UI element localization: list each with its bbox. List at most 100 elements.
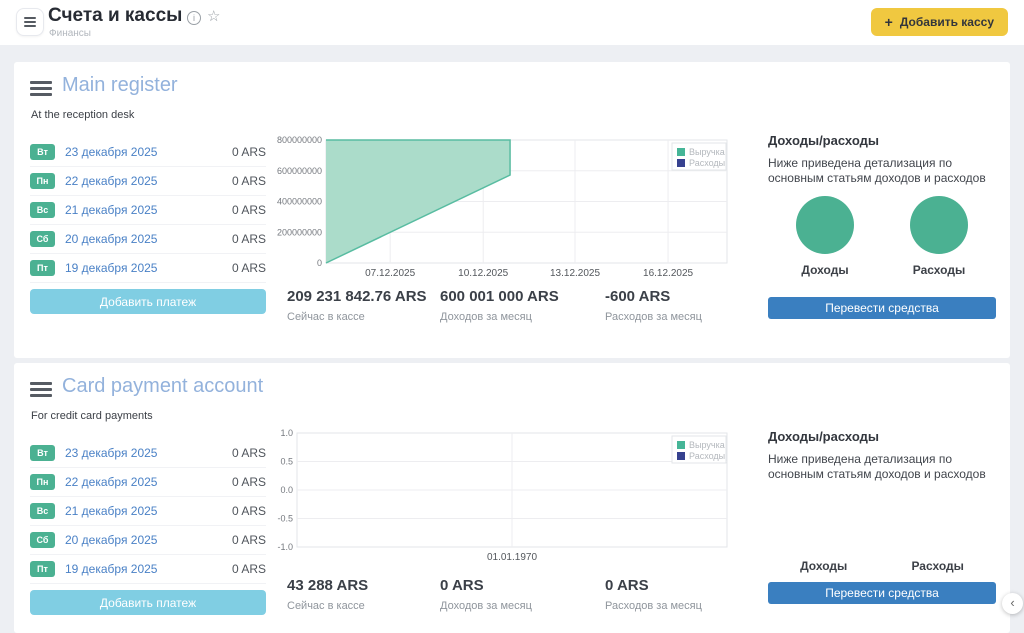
svg-text:0: 0: [317, 258, 322, 268]
star-favorite-icon[interactable]: ☆: [207, 8, 221, 25]
expense-pie-label: Расходы: [911, 559, 964, 573]
income-expense-panel: Доходы/расходы Ниже приведена детализаци…: [768, 133, 996, 319]
day-amount: 0 ARS: [231, 446, 266, 460]
pie-charts: Доходы Расходы: [768, 492, 996, 573]
add-cash-register-button[interactable]: + Добавить кассу: [870, 8, 1008, 36]
day-amount: 0 ARS: [231, 174, 266, 188]
weekday-badge: Пт: [30, 260, 55, 276]
hamburger-menu-button[interactable]: [16, 8, 44, 36]
stat-value: 600 001 000 ARS: [440, 288, 559, 305]
stat-label: Расходов за месяц: [605, 311, 702, 323]
account-title[interactable]: Main register: [62, 74, 178, 96]
day-row: Сб 20 декабря 2025 0 ARS: [30, 526, 266, 555]
day-date-link[interactable]: 20 декабря 2025: [65, 232, 158, 246]
day-date-link[interactable]: 20 декабря 2025: [65, 533, 158, 547]
expense-pie-circle: [910, 196, 968, 254]
svg-text:16.12.2025: 16.12.2025: [643, 268, 693, 279]
income-expense-panel: Доходы/расходы Ниже приведена детализаци…: [768, 429, 996, 604]
stat-label: Доходов за месяц: [440, 311, 532, 323]
day-amount: 0 ARS: [231, 475, 266, 489]
day-date-link[interactable]: 21 декабря 2025: [65, 504, 158, 518]
stat-label: Сейчас в кассе: [287, 311, 365, 323]
stat-label: Сейчас в кассе: [287, 600, 365, 612]
day-row: Вт 23 декабря 2025 0 ARS: [30, 138, 266, 167]
day-date-link[interactable]: 19 декабря 2025: [65, 562, 158, 576]
card-menu-icon[interactable]: [30, 382, 52, 397]
svg-text:-1.0: -1.0: [277, 542, 293, 552]
day-row: Пн 22 декабря 2025 0 ARS: [30, 167, 266, 196]
card-menu-icon[interactable]: [30, 81, 52, 96]
add-cash-register-label: Добавить кассу: [899, 15, 994, 29]
weekday-badge: Вт: [30, 144, 55, 160]
revenue-expenses-area-chart: -1.0 -0.5 0.0 0.5 1.0 01.01.1970 ВыручкаРасход…: [277, 428, 728, 563]
income-pie-circle: [796, 196, 854, 254]
day-row: Пт 19 декабря 2025 0 ARS: [30, 555, 266, 584]
svg-text:Расходы: Расходы: [689, 158, 725, 168]
day-row: Пт 19 декабря 2025 0 ARS: [30, 254, 266, 283]
day-list: Вт 23 декабря 2025 0 ARS Пн 22 декабря 2…: [30, 439, 266, 584]
plus-icon: +: [884, 14, 893, 30]
day-amount: 0 ARS: [231, 504, 266, 518]
day-list: Вт 23 декабря 2025 0 ARS Пн 22 декабря 2…: [30, 138, 266, 283]
svg-text:800000000: 800000000: [277, 135, 322, 145]
account-stats: 209 231 842.76 ARS Сейчас в кассе 600 00…: [287, 288, 702, 323]
day-amount: 0 ARS: [231, 203, 266, 217]
day-row: Пн 22 декабря 2025 0 ARS: [30, 468, 266, 497]
account-title[interactable]: Card payment account: [62, 375, 264, 397]
stat-block: 209 231 842.76 ARS Сейчас в кассе: [287, 288, 440, 323]
revenue-expenses-area-chart: 0 200000000 400000000 600000000 800000000 07.…: [277, 135, 728, 279]
stat-block: -600 ARS Расходов за месяц: [605, 288, 702, 323]
pie-charts: Доходы Расходы: [768, 196, 996, 288]
add-payment-button[interactable]: Добавить платеж: [30, 289, 266, 314]
breadcrumb-finance: Финансы: [49, 28, 91, 39]
svg-text:Расходы: Расходы: [689, 451, 725, 461]
day-date-link[interactable]: 21 декабря 2025: [65, 203, 158, 217]
weekday-badge: Вс: [30, 202, 55, 218]
svg-text:600000000: 600000000: [277, 166, 322, 176]
account-card-card-payment: Card payment account For credit card pay…: [14, 363, 1010, 633]
day-row: Вс 21 декабря 2025 0 ARS: [30, 497, 266, 526]
stat-value: 43 288 ARS: [287, 577, 369, 594]
transfer-funds-button[interactable]: Перевести средства: [768, 582, 996, 604]
svg-text:Выручка: Выручка: [689, 147, 725, 157]
collapse-sidebar-chevron-button[interactable]: ‹: [1002, 593, 1023, 614]
svg-text:200000000: 200000000: [277, 227, 322, 237]
day-date-link[interactable]: 19 декабря 2025: [65, 261, 158, 275]
day-date-link[interactable]: 22 декабря 2025: [65, 174, 158, 188]
svg-text:0.5: 0.5: [280, 457, 293, 467]
day-amount: 0 ARS: [231, 145, 266, 159]
svg-text:10.12.2025: 10.12.2025: [458, 268, 508, 279]
weekday-badge: Пт: [30, 561, 55, 577]
expense-pie-label: Расходы: [912, 263, 966, 277]
stat-block: 0 ARS Расходов за месяц: [605, 577, 702, 612]
weekday-badge: Пн: [30, 474, 55, 490]
day-row: Вт 23 декабря 2025 0 ARS: [30, 439, 266, 468]
add-payment-button[interactable]: Добавить платеж: [30, 590, 266, 615]
day-date-link[interactable]: 23 декабря 2025: [65, 145, 158, 159]
svg-text:Выручка: Выручка: [689, 440, 725, 450]
stat-block: 0 ARS Доходов за месяц: [440, 577, 605, 612]
income-pie: Доходы: [800, 559, 847, 573]
income-pie-label: Доходы: [800, 559, 848, 573]
day-date-link[interactable]: 23 декабря 2025: [65, 446, 158, 460]
income-expense-description: Ниже приведена детализация по основным с…: [768, 452, 986, 481]
account-description: At the reception desk: [31, 109, 135, 121]
income-pie-label: Доходы: [801, 263, 849, 277]
stat-label: Доходов за месяц: [440, 600, 532, 612]
transfer-funds-button[interactable]: Перевести средства: [768, 297, 996, 319]
stat-block: 600 001 000 ARS Доходов за месяц: [440, 288, 605, 323]
svg-text:400000000: 400000000: [277, 197, 322, 207]
svg-text:07.12.2025: 07.12.2025: [365, 268, 415, 279]
day-row: Сб 20 декабря 2025 0 ARS: [30, 225, 266, 254]
info-icon[interactable]: i: [187, 11, 201, 25]
expense-pie: Расходы: [910, 196, 968, 277]
weekday-badge: Сб: [30, 231, 55, 247]
svg-text:-0.5: -0.5: [277, 514, 293, 524]
income-pie: Доходы: [796, 196, 854, 277]
income-expense-title: Доходы/расходы: [768, 133, 879, 148]
day-amount: 0 ARS: [231, 562, 266, 576]
stat-value: 0 ARS: [605, 577, 649, 594]
stat-value: 209 231 842.76 ARS: [287, 288, 427, 305]
day-amount: 0 ARS: [231, 232, 266, 246]
day-date-link[interactable]: 22 декабря 2025: [65, 475, 158, 489]
